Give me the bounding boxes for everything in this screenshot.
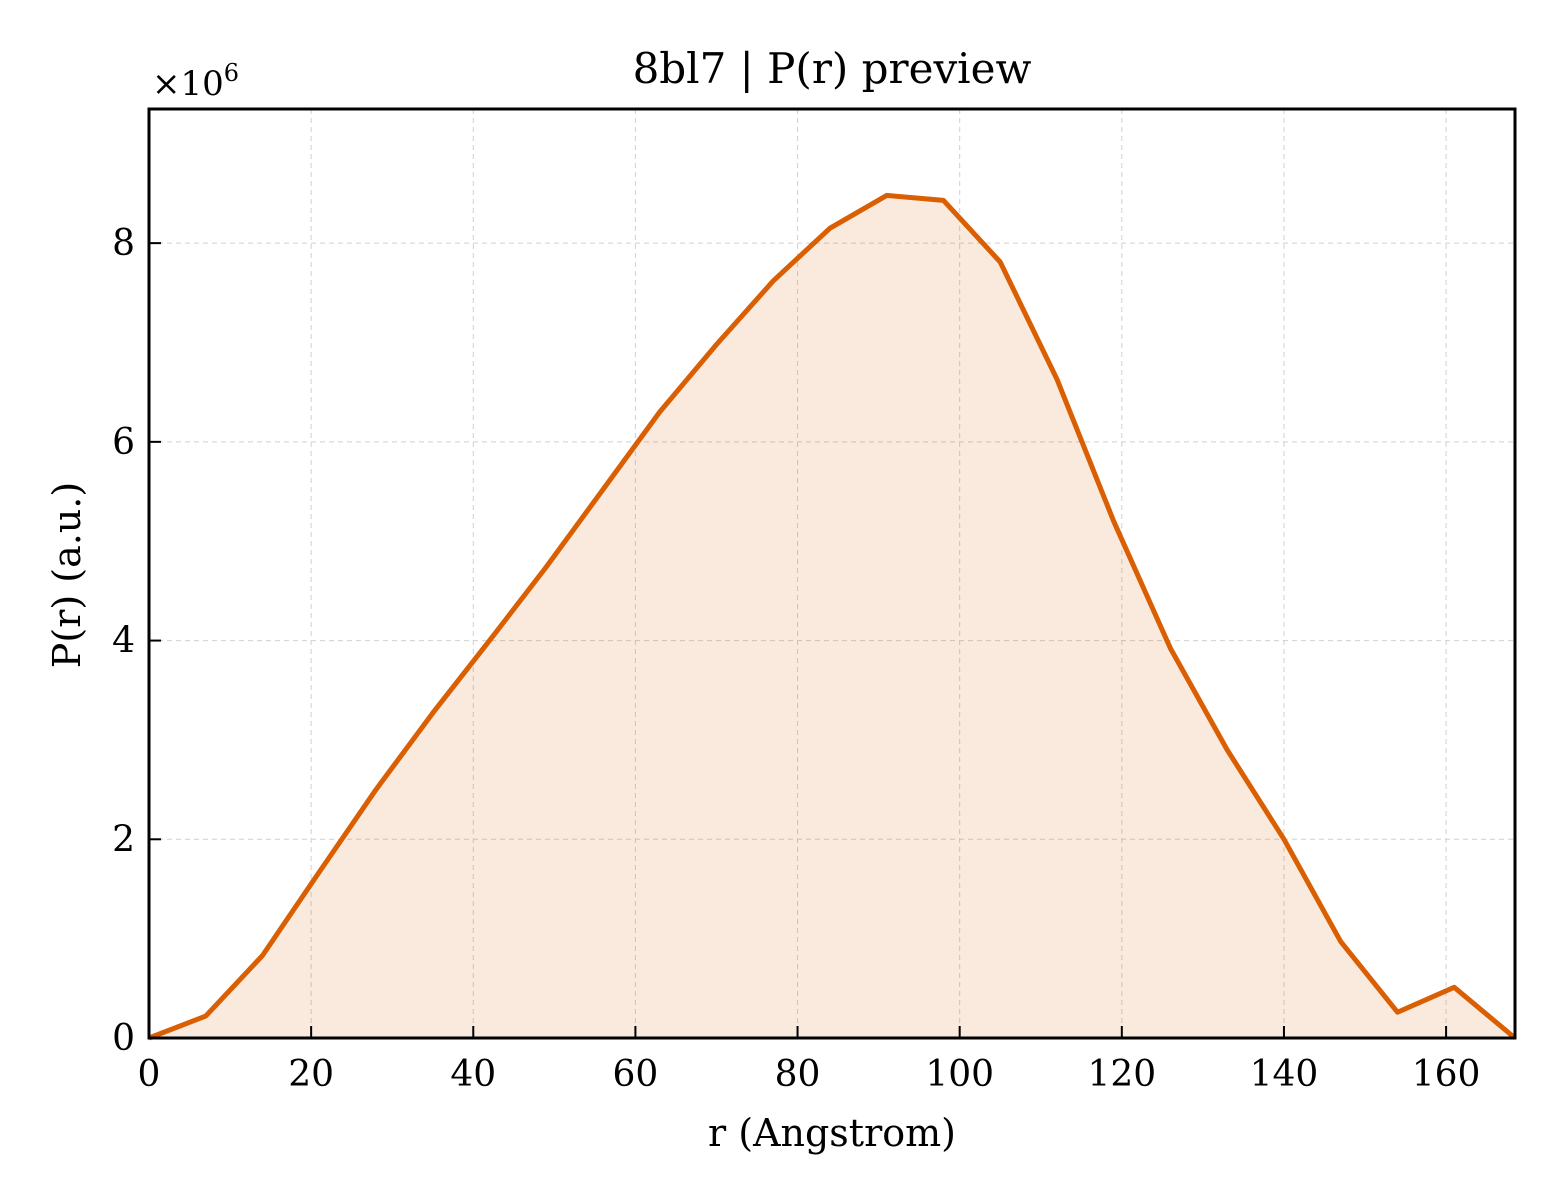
y-multiplier-exponent: 6 <box>224 59 239 87</box>
y-tick-label: 6 <box>112 422 135 463</box>
y-tick-label: 0 <box>112 1018 135 1059</box>
plot-frame <box>147 107 1517 1040</box>
x-tick-label: 20 <box>288 1054 334 1095</box>
y-axis-multiplier: ×106 <box>152 59 239 104</box>
axis-ticks: 0 20 40 60 80 100 120 140 160 0 2 4 6 8 <box>112 223 1480 1095</box>
grid <box>149 109 1515 1038</box>
y-tick-label: 4 <box>112 621 135 662</box>
chart-title: 8bl7 | P(r) preview <box>633 44 1032 93</box>
x-tick-label: 140 <box>1250 1054 1319 1095</box>
x-tick-label: 120 <box>1087 1054 1156 1095</box>
y-multiplier-base: ×10 <box>152 64 224 104</box>
x-tick-label: 160 <box>1412 1054 1481 1095</box>
x-tick-label: 100 <box>925 1054 994 1095</box>
x-tick-label: 60 <box>613 1054 659 1095</box>
x-tick-label: 0 <box>138 1054 161 1095</box>
x-tick-label: 40 <box>450 1054 496 1095</box>
y-tick-label: 8 <box>112 223 135 264</box>
x-axis-label: r (Angstrom) <box>708 1111 956 1155</box>
y-tick-label: 2 <box>112 819 135 860</box>
series-line <box>148 192 1517 1041</box>
series-area-fill <box>149 195 1515 1038</box>
y-axis-label: P(r) (a.u.) <box>45 482 89 668</box>
x-tick-label: 80 <box>775 1054 821 1095</box>
